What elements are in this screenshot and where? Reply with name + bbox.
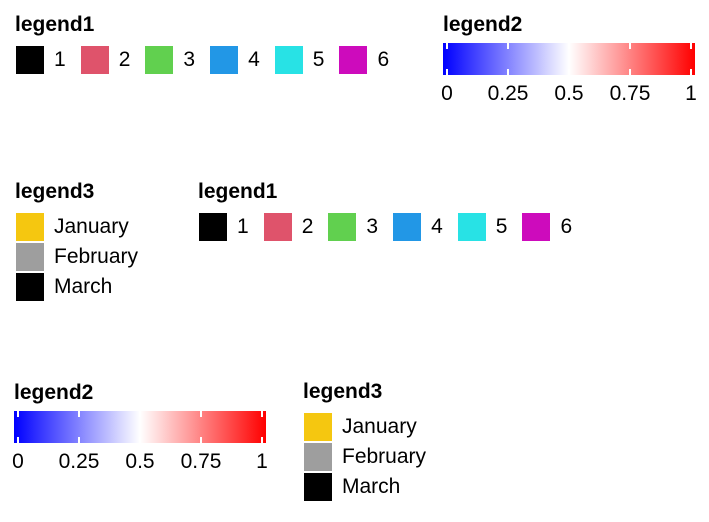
legend-label: February [54,245,139,268]
legend-swatch [327,212,358,242]
colorbar-tick-label: 0.25 [487,82,529,105]
legend-swatch [209,45,240,75]
legend-label: February [342,445,427,468]
legend-entry: 1 [198,212,249,242]
legend-label: 6 [377,48,390,71]
legend-entry: 3 [144,45,195,75]
colorbar-tick-label: 1 [685,82,697,105]
legend-title: legend1 [198,180,278,203]
legend-title: legend3 [303,380,383,403]
legend-label: 3 [366,215,379,238]
legend-swatch [303,412,333,442]
legend-entry: February [15,242,138,272]
legend-label: 5 [495,215,508,238]
legend-entries: 1 2 3 4 5 6 [15,45,403,75]
legend-entries: 1 2 3 4 5 6 [198,212,586,242]
legend-1-middle: legend1 1 2 3 4 5 6 [198,180,586,242]
legend-entry: 2 [262,212,314,242]
legend-entry: 4 [209,45,260,75]
legend-entry: 3 [327,212,378,242]
colorbar [14,411,266,443]
legend-swatch [15,272,45,302]
legend-entry: 1 [15,45,66,75]
legend-label: 1 [237,215,249,238]
colorbar-tick-label: 0 [441,82,453,105]
legend-label: March [342,475,401,498]
legend-title: legend2 [14,381,94,404]
legend-swatch [79,45,110,75]
colorbar-tick-labels: 0 0.25 0.5 0.75 1 [441,82,697,108]
legend-label: 4 [248,48,260,71]
legend-label: 2 [118,48,131,71]
legend-3-middle: legend3 January February March [15,180,138,302]
colorbar-tick-label: 1 [256,450,268,473]
colorbar-wrap: 0 0.25 0.5 0.75 1 [12,411,268,476]
legend-swatch [338,45,369,75]
legend-label: 1 [54,48,66,71]
legend-title: legend2 [443,13,523,36]
legend-swatch [456,212,487,242]
colorbar-tick-labels: 0 0.25 0.5 0.75 1 [12,450,268,476]
legend-swatch [15,45,45,75]
legend-label: 3 [183,48,196,71]
legend-swatch [392,212,423,242]
legend-entries: January February March [303,412,426,502]
legend-swatch [303,472,333,502]
legend-entry: 6 [521,212,572,242]
legend-swatch [262,212,293,242]
legend-entry: 5 [273,45,325,75]
legend-label: 5 [312,48,325,71]
legend-swatch [521,212,552,242]
legend-label: 2 [301,215,314,238]
colorbar-tick-label: 0.5 [125,450,155,473]
legend-entry: February [303,442,426,472]
legend-2-bottom: legend2 0 0.25 0.5 0.75 1 [12,381,268,476]
legend-swatch [144,45,175,75]
legend-swatch [15,212,45,242]
legend-swatch [15,242,45,272]
colorbar-tick-label: 0.75 [180,450,222,473]
legend-entry: 2 [79,45,131,75]
legend-entry: March [15,272,138,302]
legend-label: 6 [560,215,573,238]
legend-1-top: legend1 1 2 3 4 5 6 [15,13,403,75]
legend-title: legend1 [15,13,95,36]
legend-label: January [54,215,129,238]
legend-entries: January February March [15,212,138,302]
legend-entry: 5 [456,212,508,242]
legend-label: March [54,275,113,298]
legend-swatch [303,442,333,472]
colorbar-tick-label: 0 [12,450,24,473]
legend-label: January [342,415,417,438]
legend-entry: 4 [392,212,443,242]
legend-3-bottom: legend3 January February March [303,380,426,502]
colorbar-tick-label: 0.75 [609,82,651,105]
colorbar-tick-label: 0.25 [58,450,100,473]
colorbar-wrap: 0 0.25 0.5 0.75 1 [441,43,697,108]
legend-entry: January [15,212,138,242]
legend-entry: 6 [338,45,389,75]
colorbar [443,43,695,75]
legend-2-top: legend2 0 0.25 0.5 0.75 1 [441,13,697,108]
colorbar-tick-label: 0.5 [554,82,584,105]
legend-label: 4 [431,215,443,238]
legend-entry: March [303,472,426,502]
legend-swatch [198,212,228,242]
legend-swatch [273,45,304,75]
legend-entry: January [303,412,426,442]
legend-title: legend3 [15,180,95,203]
